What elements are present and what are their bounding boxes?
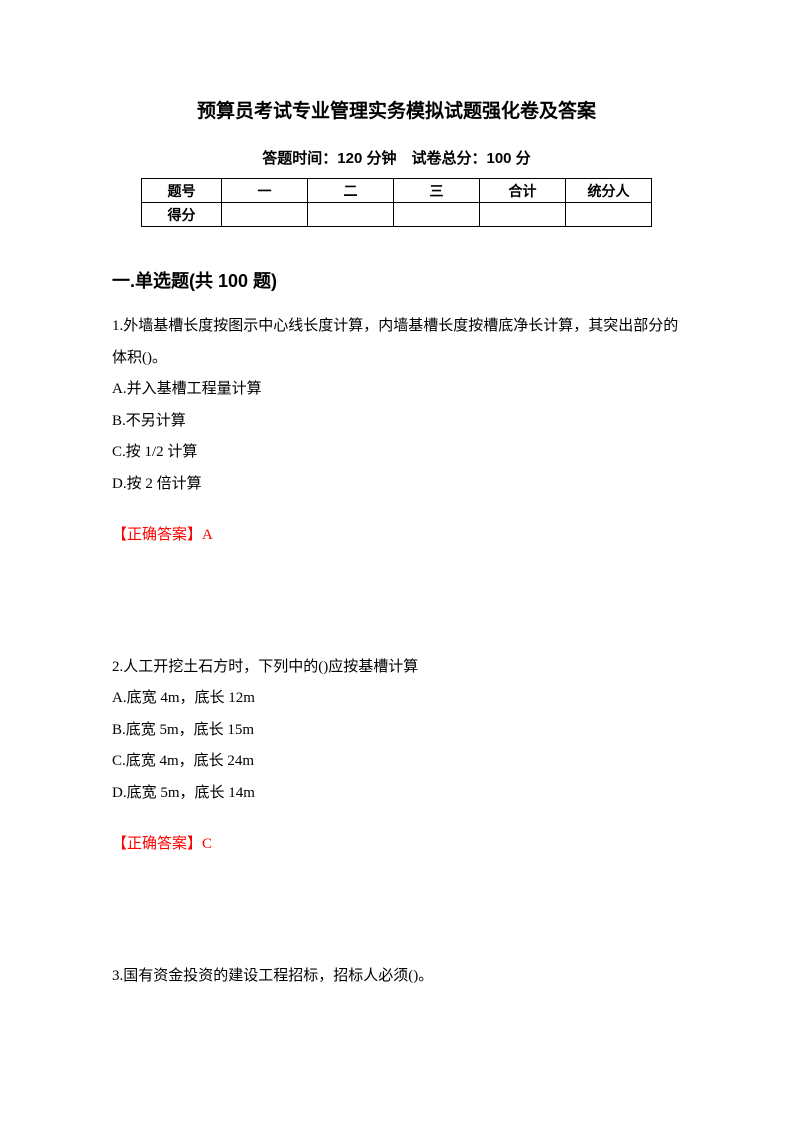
answer-label: 【正确答案】 [112,836,202,852]
question-stem: 2.人工开挖土石方时，下列中的()应按基槽计算 [112,652,681,684]
question-1: 1.外墙基槽长度按图示中心线长度计算，内墙基槽长度按槽底净长计算，其突出部分的体… [112,311,681,500]
question-option: D.按 2 倍计算 [112,469,681,501]
section-heading: 一.单选题(共 100 题) [112,267,681,293]
table-header-cell: 一 [222,179,308,203]
table-row: 得分 [142,203,652,227]
answer-label: 【正确答案】 [112,527,202,543]
table-cell [480,203,566,227]
question-option: D.底宽 5m，底长 14m [112,778,681,810]
score-table: 题号 一 二 三 合计 统分人 得分 [141,178,652,227]
question-option: C.底宽 4m，底长 24m [112,746,681,778]
answer-1: 【正确答案】A [112,520,681,552]
answer-value: A [202,527,213,543]
table-header-cell: 合计 [480,179,566,203]
table-header-cell: 统分人 [566,179,652,203]
answer-value: C [202,836,212,852]
question-option: A.底宽 4m，底长 12m [112,683,681,715]
table-row: 题号 一 二 三 合计 统分人 [142,179,652,203]
question-2: 2.人工开挖土石方时，下列中的()应按基槽计算 A.底宽 4m，底长 12m B… [112,652,681,810]
table-cell [308,203,394,227]
question-option: B.底宽 5m，底长 15m [112,715,681,747]
table-header-cell: 二 [308,179,394,203]
table-cell [222,203,308,227]
table-cell [566,203,652,227]
table-cell: 得分 [142,203,222,227]
question-option: C.按 1/2 计算 [112,437,681,469]
question-option: A.并入基槽工程量计算 [112,374,681,406]
table-cell [394,203,480,227]
question-stem: 3.国有资金投资的建设工程招标，招标人必须()。 [112,961,681,993]
table-header-cell: 题号 [142,179,222,203]
question-stem: 1.外墙基槽长度按图示中心线长度计算，内墙基槽长度按槽底净长计算，其突出部分的体… [112,311,681,374]
question-option: B.不另计算 [112,406,681,438]
table-header-cell: 三 [394,179,480,203]
answer-2: 【正确答案】C [112,829,681,861]
exam-info-subtitle: 答题时间：120 分钟 试卷总分：100 分 [112,147,681,168]
question-3: 3.国有资金投资的建设工程招标，招标人必须()。 [112,961,681,993]
page-title: 预算员考试专业管理实务模拟试题强化卷及答案 [112,96,681,123]
